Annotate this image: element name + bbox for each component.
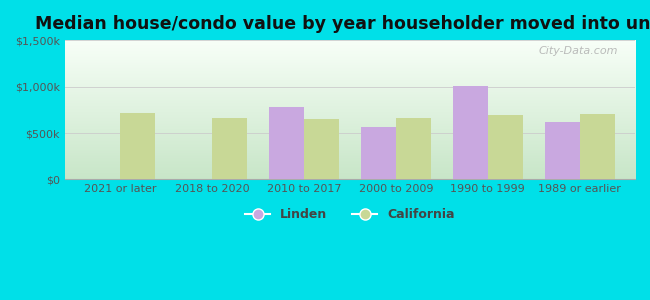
Bar xyxy=(269,107,304,179)
Bar xyxy=(453,85,488,179)
Text: City-Data.com: City-Data.com xyxy=(538,46,618,56)
Bar xyxy=(361,128,396,179)
Title: Median house/condo value by year householder moved into unit: Median house/condo value by year househo… xyxy=(35,15,650,33)
Bar xyxy=(212,118,247,179)
Bar xyxy=(120,112,155,179)
Bar xyxy=(304,119,339,179)
Bar xyxy=(545,122,580,179)
Bar xyxy=(488,116,523,179)
Bar xyxy=(396,118,431,179)
Legend: Linden, California: Linden, California xyxy=(240,203,460,226)
Bar xyxy=(580,113,615,179)
